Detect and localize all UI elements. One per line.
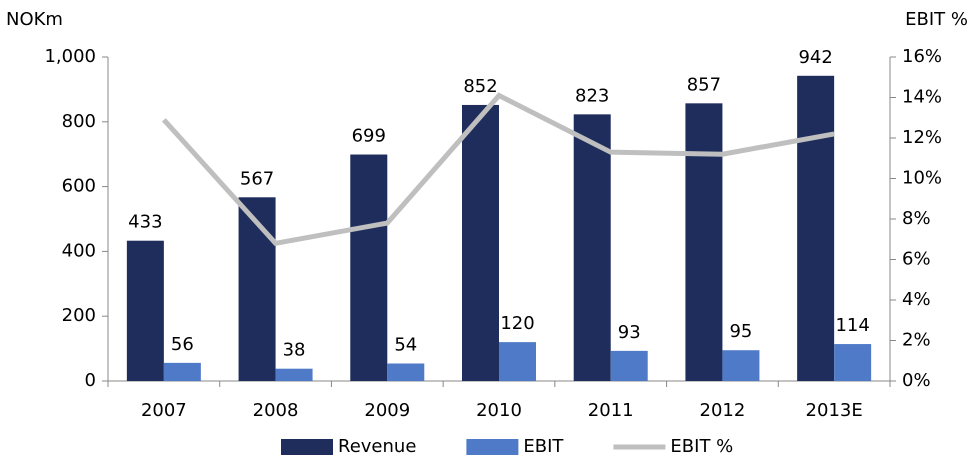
y-tick-label: 800 [62,111,96,132]
y2-tick-label: 2% [902,330,931,351]
y2-tick-label: 10% [902,168,942,189]
y-tick-label: 0 [85,370,96,391]
line [162,92,835,247]
y2-tick-label: 8% [902,208,931,229]
y-tick-label: 600 [62,176,96,197]
data-label: 114 [835,315,869,336]
data-label: 56 [171,334,194,355]
bar [163,362,201,381]
data-label: 120 [500,313,534,334]
legend-swatch [281,439,333,455]
data-label: 699 [352,126,386,147]
bar [275,368,313,381]
x-tick-label: 2013E [806,400,863,421]
bar [238,197,276,381]
legend-label: EBIT [523,436,564,457]
data-label: 852 [463,76,497,97]
bar [499,342,536,381]
data-label: 433 [128,212,162,233]
data-label: 38 [283,340,306,361]
legend-swatch [466,439,519,455]
x-tick-label: 2011 [588,400,634,421]
x-tick-label: 2008 [253,400,299,421]
y2-tick-label: 12% [902,127,942,148]
y-tick-label: 400 [62,240,96,261]
bar [722,350,760,381]
y-axis-label: NOKm [6,9,63,30]
y2-tick-label: 14% [902,87,942,108]
bar [350,154,388,381]
bar [610,350,648,381]
bar [387,363,425,381]
y2-axis-label: EBIT % [905,9,968,30]
x-tick-label: 2009 [364,400,410,421]
data-label: 942 [798,47,832,68]
legend-label: Revenue [338,436,416,457]
data-label: 823 [575,85,609,106]
data-label: 567 [240,168,274,189]
y2-tick-label: 6% [902,249,931,270]
data-label: 95 [729,321,752,342]
y2-tick-label: 0% [902,370,931,391]
data-label: 54 [394,335,417,356]
data-label: 857 [687,74,721,95]
bar [126,240,164,381]
bar [797,75,835,382]
data-label: 93 [618,322,641,343]
x-tick-label: 2007 [141,400,187,421]
legend-label: EBIT % [670,436,733,457]
y-tick-label: 1,000 [44,46,96,67]
x-tick-label: 2010 [476,400,522,421]
bar [685,103,723,381]
y2-tick-label: 16% [902,46,942,67]
bar [573,114,611,382]
x-tick-label: 2012 [700,400,746,421]
bar [834,344,872,381]
y2-tick-label: 4% [902,289,931,310]
bar [462,104,499,382]
y-tick-label: 200 [62,305,96,326]
